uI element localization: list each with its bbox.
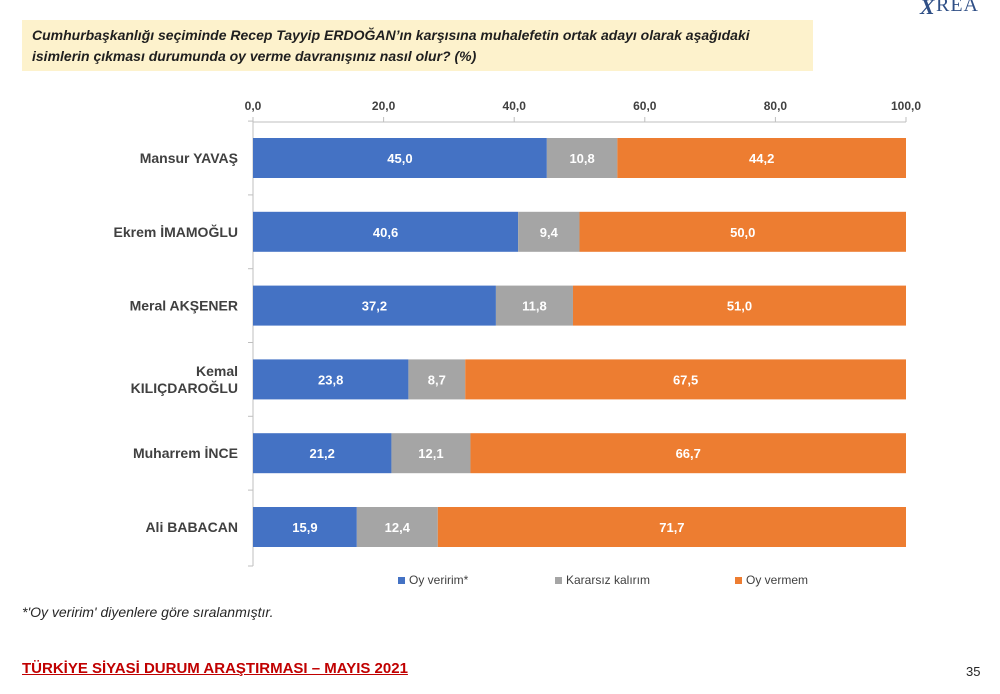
category-label: Mansur YAVAŞ <box>140 150 238 166</box>
company-logo: Χ REA <box>920 0 1000 19</box>
bar-segment <box>546 138 618 178</box>
bar-segment <box>617 138 906 178</box>
bar-segment <box>579 211 906 252</box>
legend-label: Oy veririm* <box>409 573 469 587</box>
bar-segment <box>253 433 392 474</box>
bar-segment <box>253 507 357 547</box>
data-label: 10,8 <box>569 151 594 166</box>
data-label: 23,8 <box>318 372 343 387</box>
data-label: 8,7 <box>428 372 446 387</box>
bar-segment <box>356 507 438 547</box>
data-label: 67,5 <box>673 372 698 387</box>
data-label: 40,6 <box>373 225 398 240</box>
data-label: 66,7 <box>676 446 701 461</box>
bar-segment <box>253 359 409 400</box>
legend-item: Oy veririm* <box>398 573 468 587</box>
category-label: Kemal <box>196 363 238 379</box>
x-tick-label: 80,0 <box>764 99 788 113</box>
data-label: 50,0 <box>730 225 755 240</box>
bar-segment <box>437 507 906 547</box>
bar-segment <box>408 359 466 400</box>
logo-mark: Χ <box>920 0 935 19</box>
category-label: Muharrem İNCE <box>133 445 238 461</box>
x-tick-label: 100,0 <box>891 99 921 113</box>
data-label: 9,4 <box>540 225 559 240</box>
chart-footnote: *'Oy veririm' diyenlere göre sıralanmışt… <box>22 604 274 620</box>
data-label: 45,0 <box>387 151 412 166</box>
category-label: Ali BABACAN <box>145 519 238 535</box>
data-label: 12,1 <box>418 446 443 461</box>
x-tick-label: 60,0 <box>633 99 657 113</box>
bar-segment <box>465 359 906 400</box>
bar-segment <box>253 285 496 326</box>
logo-text: REA <box>936 0 979 16</box>
x-tick-label: 0,0 <box>245 99 262 113</box>
bar-segment <box>572 285 906 326</box>
x-tick-label: 40,0 <box>503 99 527 113</box>
data-label: 21,2 <box>310 446 335 461</box>
legend-item: Oy vermem <box>735 573 808 587</box>
bar-segment <box>253 211 519 252</box>
data-label: 15,9 <box>292 520 317 535</box>
bar-segment <box>495 285 573 326</box>
report-title: TÜRKİYE SİYASİ DURUM ARAŞTIRMASI – MAYIS… <box>22 660 408 677</box>
legend-swatch <box>555 576 562 584</box>
bar-segment <box>253 138 547 178</box>
legend-label: Kararsız kalırım <box>566 573 651 587</box>
category-label: Ekrem İMAMOĞLU <box>114 223 238 240</box>
legend-swatch <box>398 576 405 584</box>
data-label: 11,8 <box>522 299 547 314</box>
data-label: 44,2 <box>749 151 774 166</box>
legend-swatch <box>735 576 742 584</box>
legend-label: Oy vermem <box>746 573 809 587</box>
bar-segment <box>470 433 906 474</box>
data-label: 71,7 <box>659 520 684 535</box>
page-number: 35 <box>966 664 981 679</box>
data-label: 51,0 <box>727 299 752 314</box>
category-label: KILIÇDAROĞLU <box>131 379 238 396</box>
category-label: Meral AKŞENER <box>130 298 238 314</box>
bar-segment <box>391 433 471 474</box>
x-tick-label: 20,0 <box>372 99 396 113</box>
data-label: 37,2 <box>362 299 387 314</box>
legend-item: Kararsız kalırım <box>555 573 650 587</box>
data-label: 12,4 <box>385 520 411 535</box>
stacked-bar-chart: 0,0 20,0 40,0 60,0 80,0 100,0 Mansur YAVAŞ 45,0… <box>114 99 921 567</box>
chart-legend: Oy veririm* Kararsız kalırım Oy vermem <box>0 573 1000 589</box>
bar-segment <box>518 211 580 252</box>
question-box: Cumhurbaşkanlığı seçiminde Recep Tayyip … <box>22 20 813 71</box>
